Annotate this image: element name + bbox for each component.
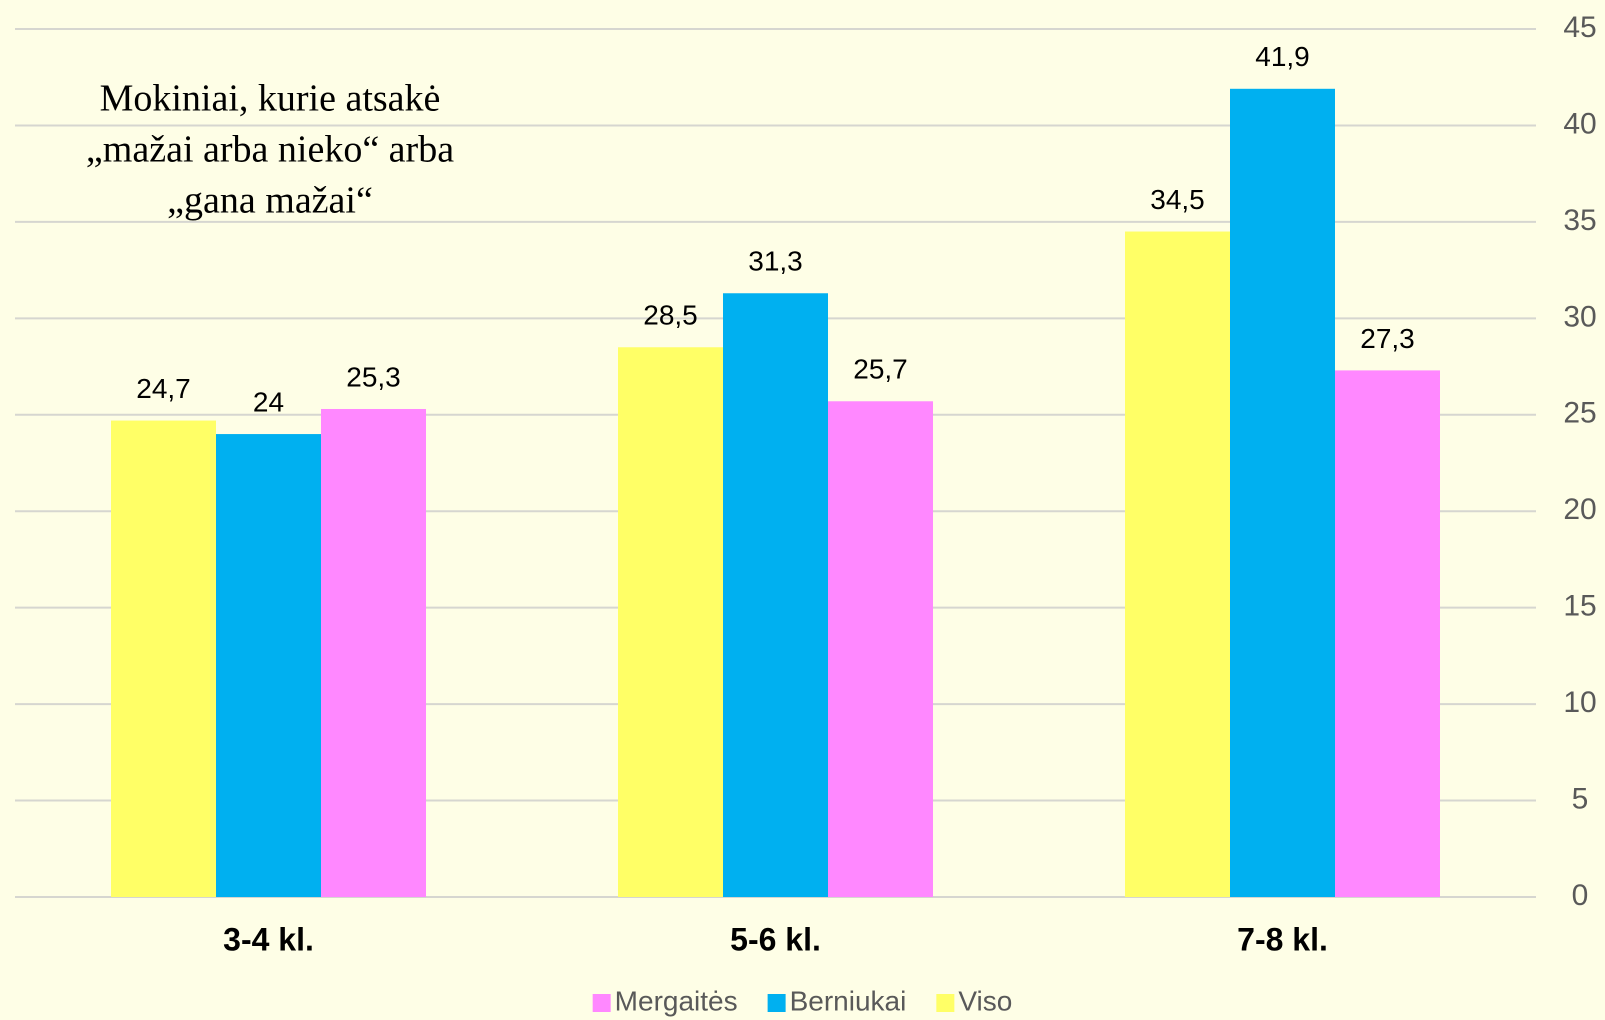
chart-title: „mažai arba nieko“ arba xyxy=(86,129,454,171)
y-tick-label: 15 xyxy=(1563,590,1596,623)
legend-label: Viso xyxy=(958,985,1012,1016)
bar xyxy=(1335,370,1440,897)
y-tick-label: 0 xyxy=(1572,879,1589,912)
legend-swatch xyxy=(767,994,786,1012)
data-label: 28,5 xyxy=(643,300,698,331)
legend-label: Mergaitės xyxy=(615,985,738,1016)
y-tick-label: 5 xyxy=(1572,782,1589,815)
y-tick-label: 20 xyxy=(1563,493,1596,526)
bar xyxy=(618,347,723,897)
bar xyxy=(321,408,426,897)
y-tick-label: 40 xyxy=(1563,107,1596,140)
y-tick-label: 45 xyxy=(1563,11,1596,44)
data-label: 27,3 xyxy=(1360,323,1415,354)
y-tick-label: 35 xyxy=(1563,204,1596,237)
bar xyxy=(1230,88,1335,898)
bar xyxy=(723,293,828,897)
data-label: 41,9 xyxy=(1255,41,1310,72)
x-tick-label: 7-8 kl. xyxy=(1237,921,1328,957)
y-tick-label: 10 xyxy=(1563,686,1596,719)
data-label: 31,3 xyxy=(748,246,803,277)
data-label: 25,3 xyxy=(346,361,401,392)
chart-title: Mokiniai, kurie atsakė xyxy=(100,78,441,120)
data-label: 34,5 xyxy=(1150,184,1205,215)
legend-swatch xyxy=(936,994,955,1012)
bar xyxy=(111,420,216,897)
bar xyxy=(1125,231,1230,898)
y-tick-label: 30 xyxy=(1563,300,1596,333)
legend-label: Berniukai xyxy=(790,985,907,1016)
chart-title: „gana mažai“ xyxy=(167,180,373,222)
data-label: 25,7 xyxy=(853,354,908,385)
data-label: 24 xyxy=(253,386,284,417)
bar xyxy=(216,434,321,897)
data-label: 24,7 xyxy=(136,373,191,404)
bar xyxy=(828,401,933,897)
legend-swatch xyxy=(592,994,611,1012)
x-tick-label: 5-6 kl. xyxy=(730,921,821,957)
y-tick-label: 25 xyxy=(1563,397,1596,430)
x-tick-label: 3-4 kl. xyxy=(223,921,314,957)
